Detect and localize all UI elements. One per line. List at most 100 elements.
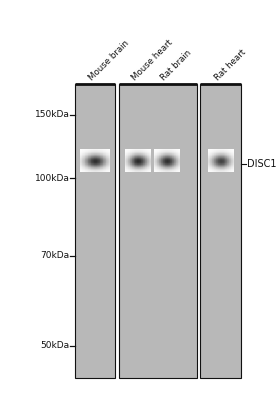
Bar — [97, 169, 98, 170]
Bar — [221, 150, 222, 151]
Bar — [231, 152, 232, 153]
Bar — [209, 152, 210, 153]
Bar — [221, 160, 222, 161]
Bar — [96, 149, 97, 150]
Bar — [93, 160, 94, 161]
Bar — [108, 152, 109, 153]
Bar — [213, 165, 214, 166]
Bar — [149, 151, 150, 152]
Bar — [81, 170, 82, 171]
Bar — [137, 171, 138, 172]
Bar — [226, 163, 227, 164]
Bar — [97, 156, 98, 157]
Bar — [144, 161, 145, 162]
Bar — [214, 159, 215, 160]
Bar — [164, 165, 165, 166]
Bar — [134, 168, 135, 169]
Bar — [107, 154, 108, 155]
Bar — [150, 169, 151, 170]
Bar — [209, 160, 210, 161]
Bar — [83, 155, 84, 156]
Bar — [218, 158, 219, 159]
Bar — [108, 164, 109, 165]
Bar — [232, 155, 233, 156]
Bar — [150, 162, 151, 163]
Bar — [148, 158, 149, 159]
Bar — [211, 155, 212, 156]
Bar — [225, 149, 226, 150]
Bar — [143, 149, 144, 150]
Bar — [147, 160, 148, 161]
Bar — [99, 167, 100, 168]
Bar — [107, 165, 108, 166]
Bar — [213, 159, 214, 160]
Bar — [109, 165, 110, 166]
Bar — [126, 163, 127, 164]
Bar — [147, 152, 148, 153]
Bar — [225, 169, 226, 170]
Bar — [177, 171, 178, 172]
Bar — [214, 170, 215, 171]
Bar — [221, 167, 222, 168]
Bar — [125, 163, 126, 164]
Bar — [165, 160, 166, 161]
Bar — [174, 171, 175, 172]
Bar — [212, 149, 213, 150]
Bar — [211, 170, 212, 171]
Bar — [137, 157, 138, 158]
Bar — [106, 156, 107, 157]
Bar — [224, 162, 225, 163]
Bar — [159, 158, 160, 159]
Bar — [232, 164, 233, 165]
Bar — [90, 156, 91, 157]
Bar — [227, 151, 228, 152]
Bar — [179, 149, 180, 150]
Bar — [148, 149, 149, 150]
Bar — [102, 160, 103, 161]
Bar — [139, 157, 140, 158]
Bar — [219, 171, 220, 172]
Bar — [210, 157, 211, 158]
Bar — [125, 150, 126, 151]
Bar — [161, 149, 162, 150]
Bar — [145, 171, 146, 172]
Bar — [226, 158, 227, 159]
Bar — [208, 157, 209, 158]
Bar — [94, 168, 95, 169]
Bar — [158, 168, 159, 169]
Bar — [142, 153, 143, 154]
Bar — [140, 162, 141, 163]
Bar — [214, 155, 215, 156]
Bar — [85, 168, 86, 169]
Bar — [138, 163, 139, 164]
Bar — [163, 171, 164, 172]
Bar — [175, 164, 176, 165]
Bar — [209, 156, 210, 157]
Bar — [87, 154, 88, 155]
Bar — [165, 157, 166, 158]
Bar — [125, 169, 126, 170]
Bar — [165, 154, 166, 155]
Bar — [227, 168, 228, 169]
Bar — [126, 168, 127, 169]
Bar — [98, 157, 99, 158]
Bar — [136, 166, 137, 167]
Bar — [226, 152, 227, 153]
Bar — [148, 165, 149, 166]
Bar — [90, 153, 91, 154]
Bar — [178, 155, 179, 156]
Bar — [98, 154, 99, 155]
Bar — [139, 171, 140, 172]
Bar — [101, 161, 102, 162]
Bar — [170, 150, 171, 151]
Bar — [96, 160, 97, 161]
Bar — [80, 168, 81, 169]
Bar — [126, 167, 127, 168]
Bar — [142, 154, 143, 155]
Bar — [167, 168, 168, 169]
Bar — [176, 155, 177, 156]
Bar — [166, 171, 167, 172]
Bar — [154, 163, 155, 164]
Bar — [164, 167, 165, 168]
Bar — [83, 160, 84, 161]
